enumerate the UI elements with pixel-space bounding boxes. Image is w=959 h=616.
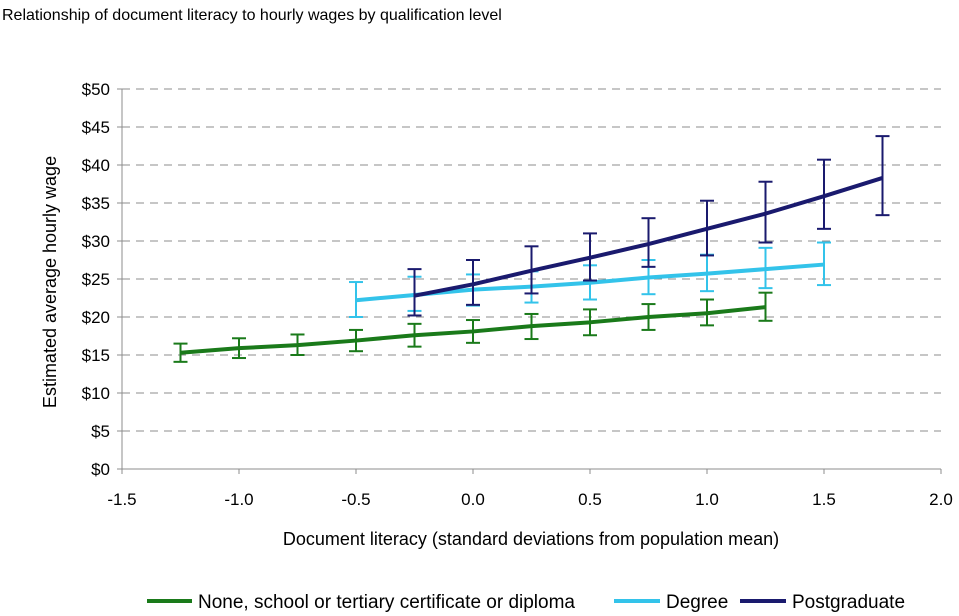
- error-bar: [173, 342, 188, 363]
- y-tick-label: $30: [82, 232, 110, 251]
- legend-item: Postgraduate: [740, 592, 905, 613]
- legend-item: None, school or tertiary certificate or …: [147, 592, 575, 613]
- y-axis-title: Estimated average hourly wage: [40, 156, 60, 408]
- legend-label: Postgraduate: [792, 592, 905, 613]
- series-1: [173, 291, 773, 363]
- error-bar: [583, 232, 597, 282]
- x-axis-title: Document literacy (standard deviations f…: [283, 529, 779, 549]
- y-tick-label: $0: [91, 460, 110, 479]
- legend-label: None, school or tertiary certificate or …: [198, 592, 575, 613]
- error-bar: [700, 199, 714, 257]
- legend: None, school or tertiary certificate or …: [147, 592, 905, 613]
- error-bar: [583, 308, 597, 337]
- series-3: [407, 135, 890, 317]
- error-bar: [758, 180, 773, 244]
- y-tick-label: $5: [91, 422, 110, 441]
- legend-label: Degree: [666, 592, 728, 613]
- y-tick-label: $20: [82, 308, 110, 327]
- error-bar: [758, 291, 773, 322]
- y-tick-label: $45: [82, 118, 110, 137]
- error-bar: [875, 135, 890, 217]
- error-bar: [466, 319, 480, 344]
- chart-title: Relationship of document literacy to hou…: [2, 7, 502, 24]
- y-tick-label: $10: [82, 384, 110, 403]
- y-tick-label: $35: [82, 194, 110, 213]
- error-bar: [232, 337, 246, 360]
- x-tick-label: 2.0: [929, 490, 953, 509]
- x-tick-label: -1.0: [224, 490, 253, 509]
- y-tick-label: $40: [82, 156, 110, 175]
- error-bar: [524, 245, 539, 295]
- error-bar: [641, 217, 656, 268]
- x-tick-label: 1.5: [812, 490, 836, 509]
- x-tick-label: -0.5: [341, 490, 370, 509]
- axes: [117, 88, 942, 474]
- error-bar: [407, 268, 422, 317]
- error-bar: [700, 298, 714, 327]
- legend-item: Degree: [614, 592, 728, 613]
- error-bar: [641, 303, 656, 331]
- error-bar: [817, 241, 831, 287]
- error-bar: [349, 328, 363, 353]
- x-tick-label: 0.0: [461, 490, 485, 509]
- data-series: [173, 135, 890, 363]
- error-bar: [349, 281, 363, 318]
- y-tick-label: $25: [82, 270, 110, 289]
- error-bar: [524, 312, 539, 341]
- y-tick-label: $50: [82, 80, 110, 99]
- error-bar: [758, 246, 773, 290]
- error-bar: [817, 158, 831, 230]
- error-bar: [466, 259, 480, 306]
- x-tick-label: -1.5: [107, 490, 136, 509]
- y-tick-label: $15: [82, 346, 110, 365]
- x-tick-label: 0.5: [578, 490, 602, 509]
- error-bar: [407, 322, 422, 348]
- y-tick-labels: $0 $5 $10 $15 $20 $25 $30 $35 $40 $45 $50: [82, 80, 110, 479]
- x-tick-label: 1.0: [695, 490, 719, 509]
- error-bar: [290, 333, 305, 356]
- x-tick-labels: -1.5 -1.0 -0.5 0.0 0.5 1.0 1.5 2.0: [107, 490, 952, 509]
